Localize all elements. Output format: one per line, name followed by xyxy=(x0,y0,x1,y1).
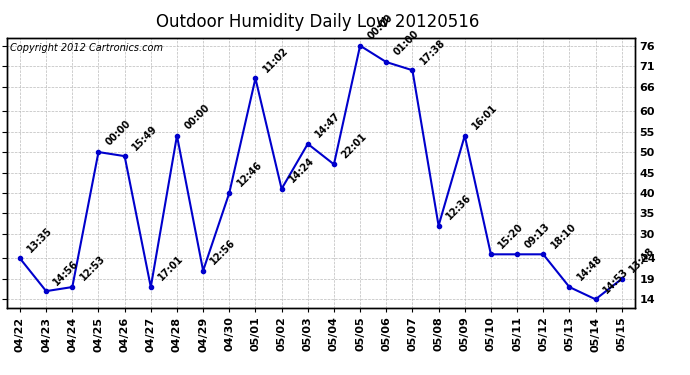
Text: 16:01: 16:01 xyxy=(471,102,500,132)
Text: Outdoor Humidity Daily Low 20120516: Outdoor Humidity Daily Low 20120516 xyxy=(156,13,479,31)
Text: 15:49: 15:49 xyxy=(130,123,159,152)
Text: 15:20: 15:20 xyxy=(497,221,526,250)
Text: Copyright 2012 Cartronics.com: Copyright 2012 Cartronics.com xyxy=(10,43,163,53)
Text: 12:36: 12:36 xyxy=(444,192,473,222)
Text: 14:47: 14:47 xyxy=(313,111,342,140)
Text: 13:48: 13:48 xyxy=(627,246,656,275)
Text: 17:38: 17:38 xyxy=(418,37,447,66)
Text: 17:01: 17:01 xyxy=(157,254,186,283)
Text: 14:24: 14:24 xyxy=(287,156,316,185)
Text: 22:01: 22:01 xyxy=(339,131,368,160)
Text: 01:00: 01:00 xyxy=(392,29,421,58)
Text: 00:00: 00:00 xyxy=(104,119,133,148)
Text: 12:46: 12:46 xyxy=(235,160,264,189)
Text: 18:10: 18:10 xyxy=(549,221,578,250)
Text: 09:13: 09:13 xyxy=(522,221,551,250)
Text: 12:53: 12:53 xyxy=(78,254,107,283)
Text: 14:48: 14:48 xyxy=(575,254,604,283)
Text: 00:00: 00:00 xyxy=(366,12,395,42)
Text: 13:35: 13:35 xyxy=(26,225,55,254)
Text: 14:56: 14:56 xyxy=(52,258,81,287)
Text: 11:02: 11:02 xyxy=(261,45,290,74)
Text: 14:53: 14:53 xyxy=(601,266,630,295)
Text: 00:00: 00:00 xyxy=(183,102,212,132)
Text: 12:56: 12:56 xyxy=(208,237,237,267)
